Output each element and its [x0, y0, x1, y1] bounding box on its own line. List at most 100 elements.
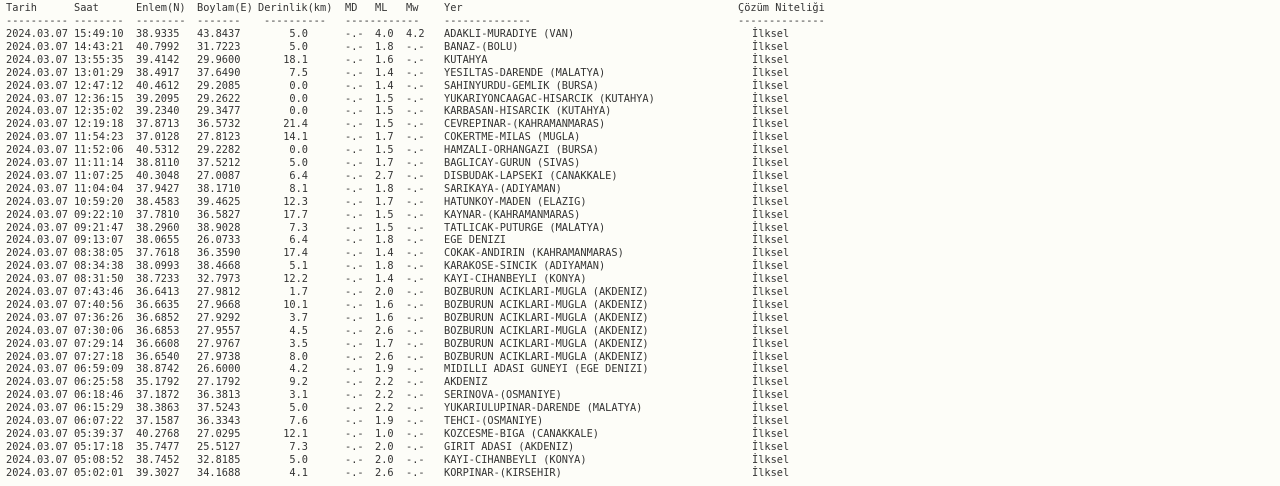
- header-derinlik: Derinlik(km): [258, 2, 333, 14]
- cell-date: 2024.03.07: [6, 363, 68, 376]
- cell-depth: 0.0: [289, 79, 308, 92]
- cell-mw: -.-: [406, 273, 425, 286]
- cell-md: -.-: [345, 234, 364, 247]
- cell-time: 13:55:35: [74, 53, 124, 66]
- cell-mw: -.-: [406, 208, 425, 221]
- table-row: 2024.03.07 13:01:29 38.4917 37.6490 7.5 -.- 1.…: [0, 67, 1280, 80]
- cell-mw: -.-: [406, 195, 425, 208]
- cell-date: 2024.03.07: [6, 415, 68, 427]
- cell-depth: 8.0: [289, 350, 308, 363]
- cell-location: TEHCI-(OSMANIYE): [444, 415, 544, 427]
- cell-date: 2024.03.07: [6, 169, 68, 182]
- cell-latitude: 38.0993: [136, 260, 180, 273]
- cell-date: 2024.03.07: [6, 157, 68, 169]
- cell-time: 07:43:46: [74, 286, 124, 298]
- cell-mw: -.-: [406, 260, 425, 273]
- cell-time: 12:47:12: [74, 79, 124, 92]
- cell-solution-type: İlksel: [752, 182, 790, 195]
- cell-location: BOZBURUN ACIKLARI-MUGLA (AKDENIZ): [444, 311, 649, 324]
- cell-location: KARBASAN-HISARCIK (KUTAHYA): [444, 105, 612, 118]
- header-md: MD: [345, 2, 358, 14]
- cell-depth: 7.3: [289, 221, 308, 234]
- cell-md: -.-: [345, 466, 364, 479]
- cell-longitude: 36.5732: [197, 118, 241, 131]
- cell-location: BOZBURUN ACIKLARI-MUGLA (AKDENIZ): [444, 337, 649, 350]
- cell-md: -.-: [345, 157, 364, 169]
- cell-time: 08:34:38: [74, 260, 124, 273]
- table-row: 2024.03.07 09:21:47 38.2960 38.9028 7.3 -.- 1.…: [0, 222, 1280, 235]
- cell-time: 06:15:29: [74, 402, 124, 415]
- cell-longitude: 27.0295: [197, 427, 241, 440]
- cell-mw: -.-: [406, 118, 425, 131]
- cell-ml: 4.0: [375, 28, 394, 40]
- cell-md: -.-: [345, 28, 364, 40]
- cell-md: -.-: [345, 453, 364, 466]
- table-row: 2024.03.07 07:36:26 36.6852 27.9292 3.7 -.- 1.…: [0, 312, 1280, 325]
- cell-longitude: 26.6000: [197, 363, 241, 376]
- cell-time: 07:30:06: [74, 324, 124, 337]
- cell-mw: -.-: [406, 247, 425, 260]
- cell-latitude: 37.8713: [136, 118, 180, 131]
- cell-date: 2024.03.07: [6, 311, 68, 324]
- cell-time: 13:01:29: [74, 66, 124, 79]
- cell-location: MIDILLI ADASI GUNEYI (EGE DENIZI): [444, 363, 649, 376]
- cell-ml: 1.0: [375, 427, 394, 440]
- cell-depth: 8.1: [289, 182, 308, 195]
- cell-md: -.-: [345, 427, 364, 440]
- cell-ml: 1.7: [375, 195, 394, 208]
- cell-date: 2024.03.07: [6, 66, 68, 79]
- cell-longitude: 27.8123: [197, 131, 241, 144]
- cell-solution-type: İlksel: [752, 260, 790, 273]
- cell-longitude: 34.1688: [197, 466, 241, 479]
- cell-md: -.-: [345, 247, 364, 260]
- cell-location: KORPINAR-(KIRSEHIR): [444, 466, 562, 479]
- cell-latitude: 39.2095: [136, 92, 180, 105]
- cell-longitude: 27.9738: [197, 350, 241, 363]
- cell-solution-type: İlksel: [752, 66, 790, 79]
- table-row: 2024.03.07 05:02:01 39.3027 34.1688 4.1 -.- 2.…: [0, 467, 1280, 480]
- cell-time: 08:31:50: [74, 273, 124, 286]
- cell-depth: 5.0: [289, 28, 308, 40]
- separator: --------------: [738, 15, 825, 27]
- separator: --------: [136, 15, 186, 27]
- cell-date: 2024.03.07: [6, 337, 68, 350]
- cell-mw: -.-: [406, 415, 425, 427]
- cell-time: 05:17:18: [74, 440, 124, 453]
- separator: -------: [197, 15, 241, 27]
- cell-date: 2024.03.07: [6, 144, 68, 157]
- cell-latitude: 36.6540: [136, 350, 180, 363]
- table-row: 2024.03.07 11:52:06 40.5312 29.2282 0.0 -.- 1.…: [0, 144, 1280, 157]
- table-row: 2024.03.07 07:30:06 36.6853 27.9557 4.5 -.- 2.…: [0, 325, 1280, 338]
- cell-ml: 2.7: [375, 169, 394, 182]
- cell-latitude: 40.5312: [136, 144, 180, 157]
- cell-solution-type: İlksel: [752, 402, 790, 415]
- cell-location: GIRIT ADASI (AKDENIZ): [444, 440, 575, 453]
- cell-location: HATUNKOY-MADEN (ELAZIG): [444, 195, 587, 208]
- table-row: 2024.03.07 12:19:18 37.8713 36.5732 21.4 -.- 1…: [0, 118, 1280, 131]
- cell-mw: -.-: [406, 79, 425, 92]
- cell-mw: -.-: [406, 286, 425, 298]
- cell-ml: 1.5: [375, 92, 394, 105]
- cell-location: YUKARIYONCAAGAC-HISARCIK (KUTAHYA): [444, 92, 655, 105]
- cell-md: -.-: [345, 208, 364, 221]
- cell-ml: 1.5: [375, 105, 394, 118]
- cell-mw: -.-: [406, 440, 425, 453]
- cell-longitude: 43.8437: [197, 28, 241, 40]
- cell-longitude: 29.2282: [197, 144, 241, 157]
- cell-ml: 1.9: [375, 363, 394, 376]
- cell-latitude: 37.0128: [136, 131, 180, 144]
- cell-depth: 6.4: [289, 169, 308, 182]
- cell-solution-type: İlksel: [752, 105, 790, 118]
- cell-md: -.-: [345, 79, 364, 92]
- cell-ml: 2.6: [375, 350, 394, 363]
- cell-longitude: 27.0087: [197, 169, 241, 182]
- cell-location: KOZCESME-BIGA (CANAKKALE): [444, 427, 599, 440]
- cell-md: -.-: [345, 144, 364, 157]
- cell-longitude: 27.9292: [197, 311, 241, 324]
- cell-time: 12:35:02: [74, 105, 124, 118]
- cell-longitude: 29.3477: [197, 105, 241, 118]
- cell-solution-type: İlksel: [752, 247, 790, 260]
- cell-location: BOZBURUN ACIKLARI-MUGLA (AKDENIZ): [444, 298, 649, 311]
- cell-mw: -.-: [406, 350, 425, 363]
- table-row: 2024.03.07 12:36:15 39.2095 29.2622 0.0 -.- 1.…: [0, 93, 1280, 106]
